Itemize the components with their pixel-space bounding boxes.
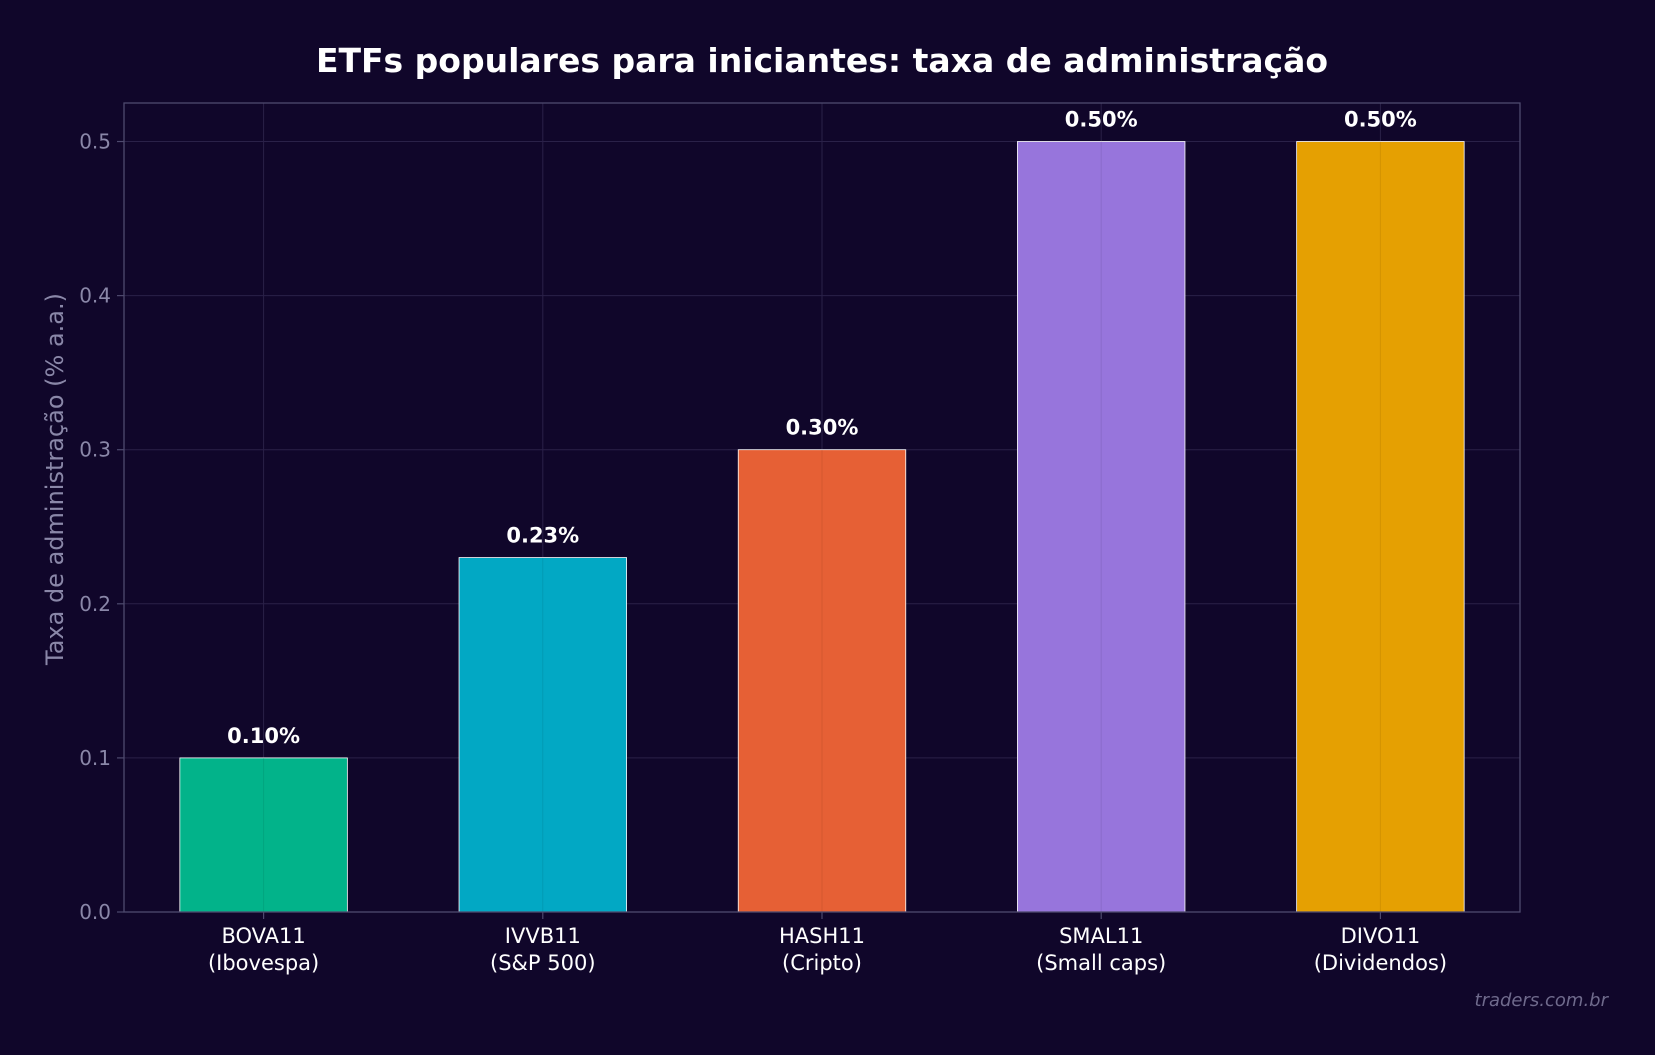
x-tick-label: (S&P 500) — [490, 951, 596, 975]
x-tick-label: (Ibovespa) — [208, 951, 319, 975]
value-label: 0.30% — [786, 416, 859, 440]
value-label: 0.50% — [1344, 108, 1417, 132]
bar-bova11 — [179, 757, 348, 913]
x-axis: BOVA11 (Ibovespa) IVVB11 (S&P 500) HASH11 (Cr… — [208, 912, 1447, 975]
bar-ivvb11 — [458, 557, 627, 913]
y-tick-label: 0.3 — [79, 438, 111, 462]
plot-frame — [123, 102, 1521, 913]
y-tick-label: 0.0 — [79, 900, 111, 924]
x-tick-label: (Dividendos) — [1314, 951, 1447, 975]
value-label: 0.50% — [1065, 108, 1138, 132]
bar-divo11 — [1296, 141, 1465, 913]
x-tick-label: HASH11 — [779, 924, 865, 948]
x-tick-label: (Cripto) — [782, 951, 862, 975]
y-axis: 0.0 0.1 0.2 0.3 0.4 0.5 — [79, 130, 124, 924]
bar-hash11 — [737, 449, 907, 913]
x-tick-label: DIVO11 — [1341, 924, 1421, 948]
value-label: 0.10% — [227, 724, 300, 748]
value-labels: 0.10% 0.23% 0.30% 0.50% 0.50% — [227, 108, 1417, 748]
chart-title: ETFs populares para iniciantes: taxa de … — [316, 41, 1328, 80]
x-tick-label: (Small caps) — [1036, 951, 1166, 975]
y-tick-label: 0.5 — [79, 130, 111, 154]
y-tick-label: 0.4 — [79, 284, 111, 308]
bars — [179, 141, 1465, 913]
x-tick-label: IVVB11 — [505, 924, 581, 948]
x-tick-label: BOVA11 — [221, 924, 305, 948]
x-tick-label: SMAL11 — [1059, 924, 1143, 948]
watermark: traders.com.br — [1475, 990, 1610, 1011]
value-label: 0.23% — [506, 524, 579, 548]
y-tick-label: 0.1 — [79, 746, 111, 770]
y-tick-label: 0.2 — [79, 592, 111, 616]
y-axis-label: Taxa de administração (% a.a.) — [41, 293, 69, 666]
bar-smal11 — [1017, 141, 1186, 913]
